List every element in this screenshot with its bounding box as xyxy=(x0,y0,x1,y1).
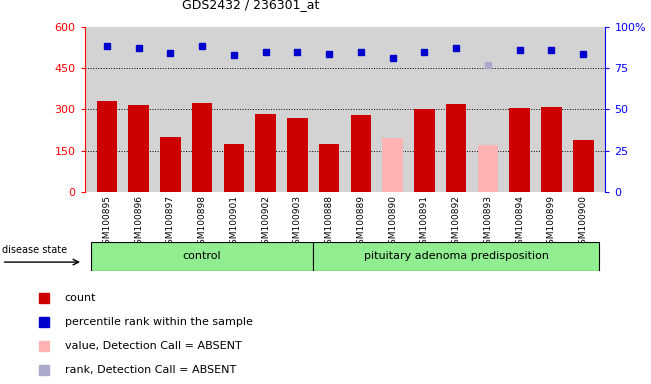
Bar xyxy=(541,107,562,192)
Bar xyxy=(351,115,371,192)
Bar xyxy=(573,140,594,192)
Bar xyxy=(255,114,276,192)
Bar xyxy=(91,242,313,271)
Bar xyxy=(96,101,117,192)
Text: percentile rank within the sample: percentile rank within the sample xyxy=(65,316,253,327)
Bar xyxy=(160,137,181,192)
Bar xyxy=(478,145,498,192)
Text: count: count xyxy=(65,293,96,303)
Text: disease state: disease state xyxy=(2,245,67,255)
Text: control: control xyxy=(183,251,221,262)
Bar xyxy=(128,105,149,192)
Text: rank, Detection Call = ABSENT: rank, Detection Call = ABSENT xyxy=(65,364,236,375)
Text: GDS2432 / 236301_at: GDS2432 / 236301_at xyxy=(182,0,320,12)
Bar xyxy=(414,109,435,192)
Bar xyxy=(287,118,308,192)
Bar xyxy=(192,103,212,192)
Bar xyxy=(382,138,403,192)
Bar xyxy=(509,108,530,192)
Text: value, Detection Call = ABSENT: value, Detection Call = ABSENT xyxy=(65,341,242,351)
Bar xyxy=(223,144,244,192)
Bar xyxy=(319,144,339,192)
Bar xyxy=(446,104,467,192)
Bar xyxy=(313,242,599,271)
Text: pituitary adenoma predisposition: pituitary adenoma predisposition xyxy=(364,251,549,262)
